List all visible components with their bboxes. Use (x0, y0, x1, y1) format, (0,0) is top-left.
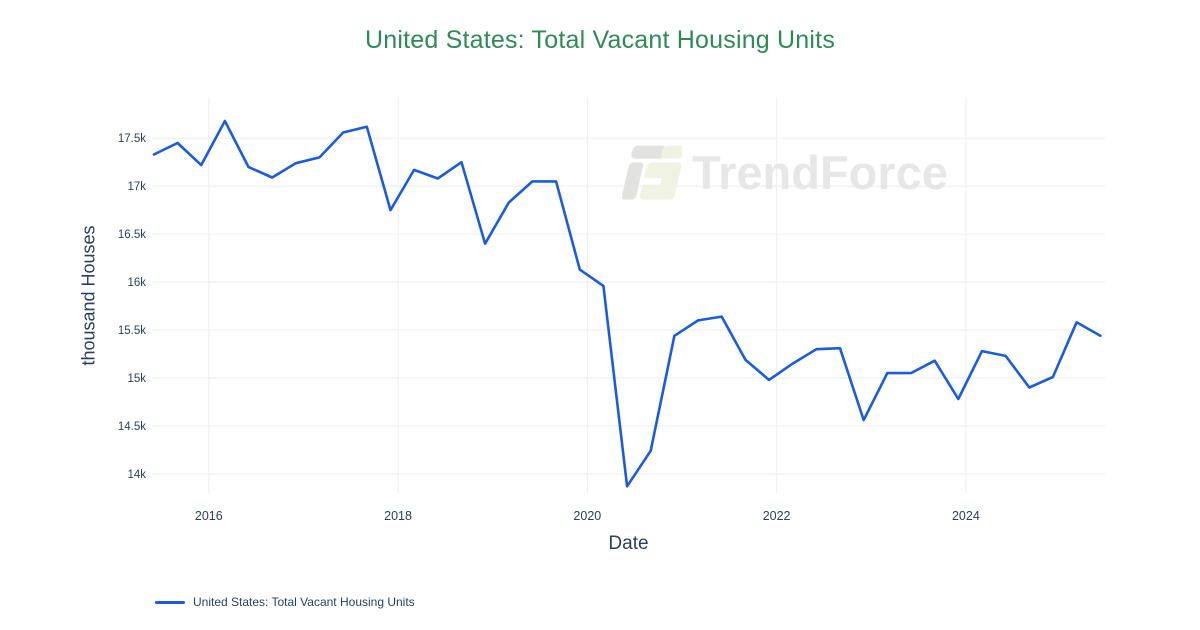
legend-line-swatch (155, 600, 185, 604)
y-tick-label: 14.5k (118, 421, 146, 433)
y-tick-label: 16k (127, 277, 146, 289)
x-tick-label: 2022 (763, 509, 791, 523)
legend-item[interactable]: United States: Total Vacant Housing Unit… (155, 595, 415, 609)
y-tick-label: 15k (127, 373, 146, 385)
legend: United States: Total Vacant Housing Unit… (155, 595, 415, 609)
y-tick-label: 16.5k (118, 229, 146, 241)
y-tick-label: 14k (127, 469, 146, 481)
legend-label: United States: Total Vacant Housing Unit… (193, 595, 415, 609)
y-tick-label: 17k (127, 181, 146, 193)
x-tick-label: 2018 (384, 509, 412, 523)
x-tick-label: 2020 (573, 509, 601, 523)
y-axis-title: thousand Houses (78, 225, 99, 366)
x-tick-label: 2016 (195, 509, 223, 523)
x-tick-label: 2024 (952, 509, 980, 523)
y-tick-label: 17.5k (118, 133, 146, 145)
y-tick-label: 15.5k (118, 325, 146, 337)
chart-title: United States: Total Vacant Housing Unit… (364, 26, 836, 54)
x-axis-title: Date (608, 533, 649, 554)
series-line[interactable] (152, 119, 1102, 488)
